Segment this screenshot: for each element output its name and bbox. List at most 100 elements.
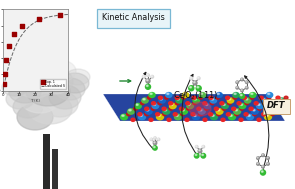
Ellipse shape	[261, 171, 263, 172]
Ellipse shape	[199, 109, 205, 114]
Ellipse shape	[9, 81, 41, 103]
Ellipse shape	[24, 62, 60, 86]
Ellipse shape	[42, 91, 78, 117]
Ellipse shape	[216, 96, 219, 99]
Ellipse shape	[142, 75, 145, 78]
Ellipse shape	[197, 107, 201, 110]
Ellipse shape	[66, 69, 90, 85]
Ellipse shape	[223, 104, 225, 105]
Ellipse shape	[241, 89, 243, 92]
Ellipse shape	[205, 104, 208, 105]
Line: Calculated S: Calculated S	[3, 15, 68, 91]
Ellipse shape	[200, 93, 203, 94]
Ellipse shape	[154, 146, 155, 148]
Ellipse shape	[244, 98, 251, 103]
Ellipse shape	[189, 86, 194, 91]
Ellipse shape	[250, 93, 256, 98]
Ellipse shape	[154, 137, 155, 138]
Ellipse shape	[256, 103, 263, 109]
Ellipse shape	[20, 85, 60, 113]
Ellipse shape	[128, 109, 135, 114]
Ellipse shape	[249, 107, 253, 110]
Ellipse shape	[230, 115, 232, 116]
Ellipse shape	[2, 78, 28, 96]
Ellipse shape	[146, 79, 150, 83]
Ellipse shape	[140, 102, 144, 105]
Ellipse shape	[237, 102, 241, 105]
Ellipse shape	[151, 76, 152, 77]
Ellipse shape	[149, 93, 155, 98]
Ellipse shape	[284, 96, 288, 99]
Ellipse shape	[257, 163, 258, 164]
Ellipse shape	[214, 107, 218, 110]
Ellipse shape	[275, 107, 279, 110]
Ellipse shape	[234, 93, 236, 94]
Calculated S	[60, 14, 64, 16]
Ellipse shape	[6, 89, 34, 109]
Ellipse shape	[182, 96, 185, 99]
Ellipse shape	[198, 149, 202, 153]
Ellipse shape	[15, 70, 55, 98]
Ellipse shape	[155, 113, 160, 116]
Ellipse shape	[194, 153, 199, 158]
Ellipse shape	[199, 113, 202, 116]
Ellipse shape	[217, 93, 219, 94]
Ellipse shape	[226, 96, 230, 99]
X-axis label: T (K): T (K)	[30, 99, 40, 103]
Ellipse shape	[202, 146, 204, 148]
Ellipse shape	[10, 64, 40, 84]
Ellipse shape	[280, 102, 283, 105]
Ellipse shape	[44, 60, 76, 82]
Ellipse shape	[229, 114, 235, 120]
Ellipse shape	[274, 103, 281, 109]
Ellipse shape	[197, 77, 200, 80]
Ellipse shape	[158, 115, 160, 116]
Ellipse shape	[280, 98, 282, 100]
Ellipse shape	[192, 96, 196, 99]
FancyBboxPatch shape	[263, 98, 289, 114]
Ellipse shape	[227, 102, 231, 105]
Ellipse shape	[190, 77, 193, 80]
Ellipse shape	[193, 114, 199, 120]
Ellipse shape	[193, 98, 199, 103]
Ellipse shape	[191, 113, 195, 116]
Ellipse shape	[142, 98, 148, 103]
Ellipse shape	[276, 96, 280, 99]
Ellipse shape	[262, 165, 264, 168]
Ellipse shape	[222, 103, 228, 109]
Ellipse shape	[235, 113, 238, 116]
Calculated S	[1, 90, 5, 92]
Ellipse shape	[250, 96, 254, 99]
Ellipse shape	[194, 115, 196, 116]
Ellipse shape	[150, 138, 153, 141]
Ellipse shape	[145, 84, 150, 89]
Ellipse shape	[266, 93, 273, 98]
Ellipse shape	[147, 109, 149, 111]
Polygon shape	[52, 149, 58, 189]
Ellipse shape	[220, 102, 224, 105]
Ellipse shape	[209, 113, 213, 116]
Ellipse shape	[136, 104, 138, 105]
Ellipse shape	[240, 104, 242, 105]
Ellipse shape	[271, 113, 274, 116]
Ellipse shape	[262, 113, 266, 116]
Ellipse shape	[262, 166, 263, 167]
Ellipse shape	[234, 109, 241, 114]
Ellipse shape	[176, 98, 182, 103]
Ellipse shape	[145, 109, 152, 114]
Ellipse shape	[186, 102, 190, 105]
Ellipse shape	[152, 103, 159, 109]
Ellipse shape	[163, 109, 170, 114]
Ellipse shape	[169, 107, 173, 110]
Ellipse shape	[173, 113, 177, 116]
Exp. 1	[20, 24, 25, 27]
Ellipse shape	[131, 118, 135, 121]
Ellipse shape	[266, 107, 271, 110]
Ellipse shape	[55, 78, 85, 100]
Ellipse shape	[17, 104, 53, 130]
Ellipse shape	[181, 113, 184, 116]
Ellipse shape	[193, 81, 197, 85]
Exp. 1	[1, 83, 6, 86]
Ellipse shape	[248, 115, 250, 116]
Calculated S	[4, 77, 7, 79]
